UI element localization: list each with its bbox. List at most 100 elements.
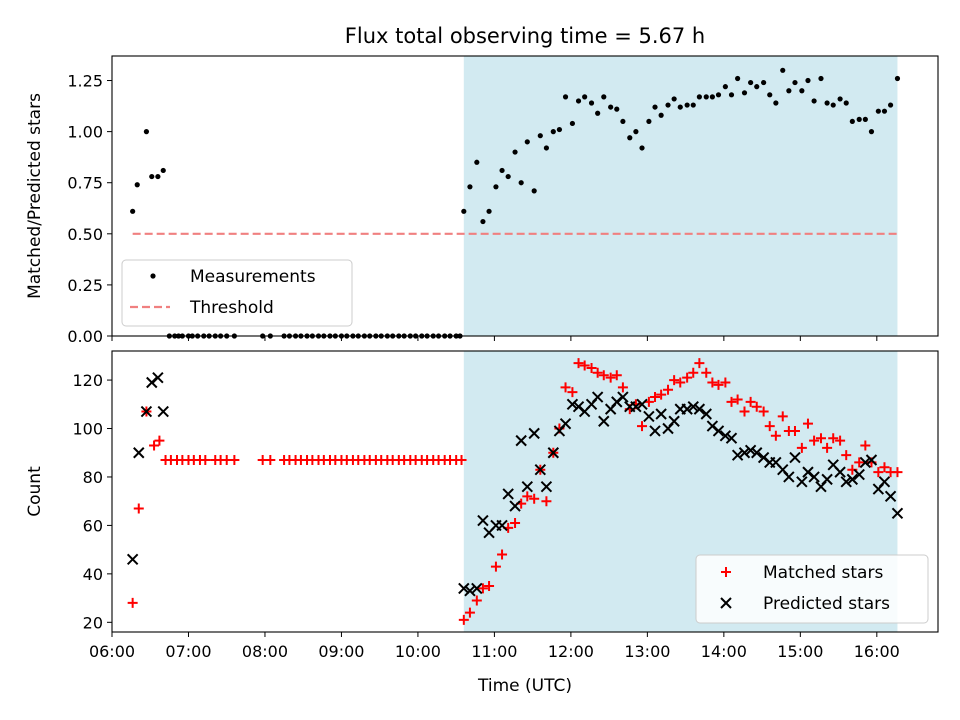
matched-point: [490, 561, 501, 572]
measurement-point: [671, 96, 677, 102]
y-tick-label: 120: [72, 371, 103, 390]
legend-predicted-marker: [720, 597, 732, 609]
y-tick-label: 0.25: [67, 276, 103, 295]
predicted-point: [630, 401, 642, 413]
measurement-point: [499, 167, 505, 174]
matched-point: [265, 455, 276, 466]
matched-point: [675, 377, 686, 388]
matched-point: [682, 372, 693, 383]
predicted-point: [458, 582, 470, 595]
x-tick-label: 11:00: [471, 642, 517, 661]
y-tick-label: 60: [83, 516, 103, 535]
matched-point: [484, 580, 495, 591]
predicted-point: [681, 403, 693, 415]
predicted-point: [808, 471, 820, 483]
legend: Measurements Threshold: [121, 259, 353, 327]
measurement-point: [696, 94, 702, 100]
series-matched-stars: [127, 358, 903, 625]
legend-label: Measurements: [190, 267, 316, 287]
predicted-point: [528, 427, 540, 440]
y-tick-label: 100: [72, 420, 103, 439]
measurement-point: [575, 98, 582, 104]
matched-point: [802, 418, 813, 429]
matched-point: [229, 455, 240, 466]
measurement-point: [512, 149, 518, 155]
measurement-point: [155, 173, 161, 180]
predicted-point: [534, 463, 547, 476]
measurement-point: [665, 102, 671, 108]
measurement-point: [588, 100, 595, 106]
legend-box: [121, 259, 353, 327]
measurement-point: [761, 79, 767, 86]
measurement-point: [143, 129, 150, 135]
predicted-point: [502, 488, 514, 500]
measurement-point: [811, 98, 817, 104]
matched-point: [637, 421, 648, 432]
predicted-point: [617, 391, 629, 403]
measurement-point: [741, 90, 748, 96]
matched-point: [770, 430, 781, 441]
matched-point: [541, 496, 552, 507]
predicted-point: [865, 454, 878, 466]
x-tick-label: 06:00: [89, 642, 135, 661]
predicted-point: [731, 449, 744, 461]
y-tick-label: 0.00: [67, 327, 103, 346]
matched-point: [567, 387, 578, 398]
predicted-point: [738, 447, 751, 459]
predicted-point: [152, 371, 164, 384]
measurement-point: [493, 184, 499, 190]
x-tick-label: 10:00: [395, 642, 441, 661]
measurement-point: [467, 184, 473, 190]
measurement-point: [562, 94, 569, 100]
measurement-point: [690, 102, 696, 108]
matched-point: [592, 367, 603, 378]
measurement-point: [130, 208, 136, 214]
measurement-point: [862, 116, 868, 122]
predicted-point: [719, 430, 732, 442]
matched-point: [663, 384, 674, 395]
predicted-point: [591, 391, 604, 403]
matched-point: [815, 433, 826, 444]
matched-point: [745, 396, 756, 407]
predicted-point: [712, 425, 725, 437]
measurement-point: [881, 108, 888, 114]
measurement-point: [524, 139, 530, 145]
x-tick-label: 15:00: [777, 642, 823, 661]
predicted-point: [878, 476, 891, 488]
predicted-point: [700, 408, 712, 420]
predicted-point: [566, 398, 579, 411]
matched-point: [456, 455, 467, 466]
y-tick-label: 1.25: [67, 72, 103, 91]
legend: Matched stars Predicted stars: [695, 554, 929, 624]
measurement-point: [748, 79, 754, 86]
legend-box: [695, 554, 929, 624]
measurement-point: [843, 100, 849, 106]
predicted-point: [636, 398, 648, 411]
predicted-point: [140, 405, 153, 418]
x-tick-label: 09:00: [318, 642, 364, 661]
y-tick-label: 0.50: [67, 225, 103, 244]
matched-point: [796, 442, 807, 453]
measurement-point: [646, 118, 652, 125]
matched-point: [464, 607, 475, 618]
matched-point: [822, 442, 833, 453]
measurement-point: [505, 173, 511, 180]
predicted-point: [509, 500, 521, 512]
matched-point: [707, 377, 718, 388]
matched-point: [873, 467, 884, 478]
measurement-point: [805, 77, 811, 84]
measurement-point: [856, 116, 862, 122]
matched-point: [149, 440, 160, 451]
matched-point: [713, 379, 724, 390]
predicted-point: [547, 447, 560, 459]
measurement-point: [556, 126, 563, 133]
y-tick-label: 40: [83, 565, 103, 584]
predicted-point: [796, 476, 808, 488]
matched-point: [611, 370, 622, 381]
predicted-point: [783, 471, 795, 483]
predicted-point: [853, 468, 865, 481]
measurement-point: [633, 129, 639, 135]
matched-point: [573, 358, 584, 369]
measurement-point: [569, 120, 576, 127]
measurement-point: [652, 104, 658, 110]
